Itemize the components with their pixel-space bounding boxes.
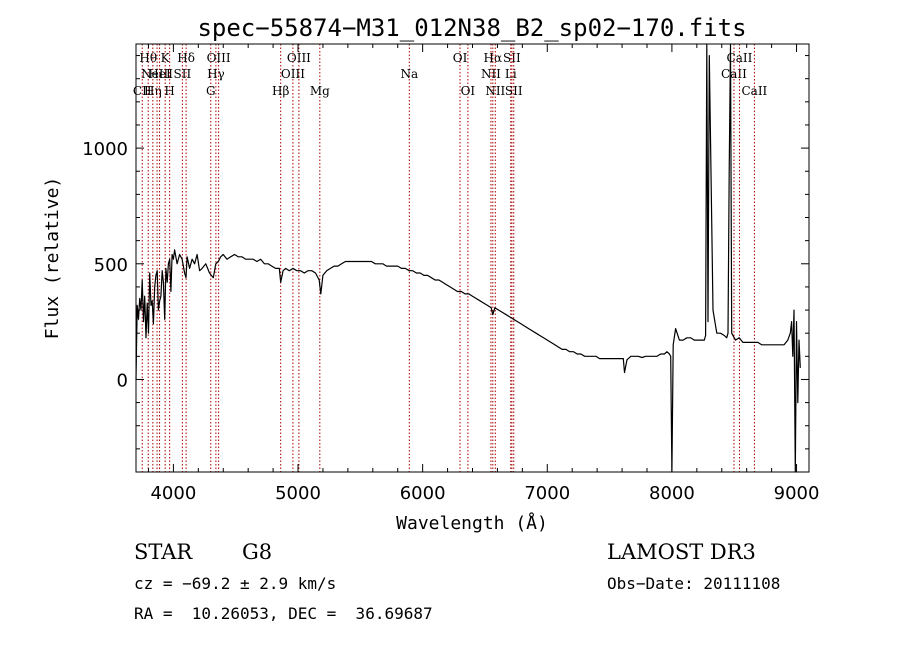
spectral-line-label: K [161, 51, 171, 65]
y-tick-label: 500 [94, 255, 128, 276]
x-tick-label: 6000 [400, 483, 446, 504]
x-tick-label: 7000 [524, 483, 570, 504]
y-tick-label: 1000 [82, 139, 128, 160]
spectral-line-label: NII [485, 84, 505, 98]
spectral-line-label: CaII [727, 51, 753, 65]
spectral-line-label: CaII [741, 84, 767, 98]
spectral-line-label: Hδ [177, 51, 195, 65]
spectrum-line [135, 43, 801, 473]
chart-title: spec−55874−M31_012N38_B2_sp02−170.fits [197, 14, 746, 42]
spectral-line-label: Hθ [139, 51, 157, 65]
object-subclass: G8 [242, 540, 273, 564]
spectral-line-label: Li [505, 67, 517, 81]
spectral-line-label: Hα [484, 51, 503, 65]
spectral-line-label: NII [481, 67, 501, 81]
x-tick-label: 9000 [774, 483, 820, 504]
spectral-line-label: OIII [287, 51, 311, 65]
spectral-line-label: Hγ [207, 67, 225, 81]
spectral-line-label: CII [133, 84, 152, 98]
redshift-readout: cz = −69.2 ± 2.9 km/s [134, 574, 337, 593]
x-tick-label: 4000 [150, 483, 196, 504]
survey-name: LAMOST DR3 [607, 540, 756, 564]
x-axis: 4000 5000 6000 7000 8000 9000 [147, 44, 820, 504]
spectral-line-label: H [164, 84, 174, 98]
obs-date: Obs−Date: 20111108 [607, 574, 781, 593]
coordinates-readout: RA = 10.26053, DEC = 36.69687 [134, 604, 433, 623]
spectral-line-label: OI [453, 51, 468, 65]
x-axis-label: Wavelength (Å) [396, 512, 548, 534]
spectral-line-label: Mg [310, 84, 330, 98]
spectral-line-label: SII [174, 67, 192, 81]
spectral-line-markers: CIIHθHηNeIIIHeIKHSIIHδGHγOIIIHβOIIIOIIIM… [133, 44, 768, 472]
spectral-line-label: OIII [207, 51, 231, 65]
spectral-line-label: Na [400, 67, 418, 81]
y-axis-label: Flux (relative) [42, 177, 63, 340]
spectral-line-label: OIII [281, 67, 305, 81]
y-axis: 0 500 1000 [82, 55, 809, 450]
spectral-line-label: NeIII [141, 67, 173, 81]
x-tick-label: 8000 [649, 483, 695, 504]
spectral-line-label: OI [461, 84, 476, 98]
spectral-line-label: SII [503, 51, 521, 65]
x-tick-label: 5000 [275, 483, 321, 504]
y-tick-label: 0 [117, 370, 128, 391]
spectral-line-label: G [206, 84, 216, 98]
spectral-line-label: CaII [721, 67, 747, 81]
spectral-line-label: Hβ [272, 84, 289, 98]
spectral-line-label: SII [505, 84, 523, 98]
spectrum-chart: spec−55874−M31_012N38_B2_sp02−170.fits C… [42, 14, 820, 534]
spectral-line-label: HeI [148, 67, 171, 81]
spectral-line-label: Hη [144, 84, 162, 98]
object-class: STAR [134, 540, 193, 564]
